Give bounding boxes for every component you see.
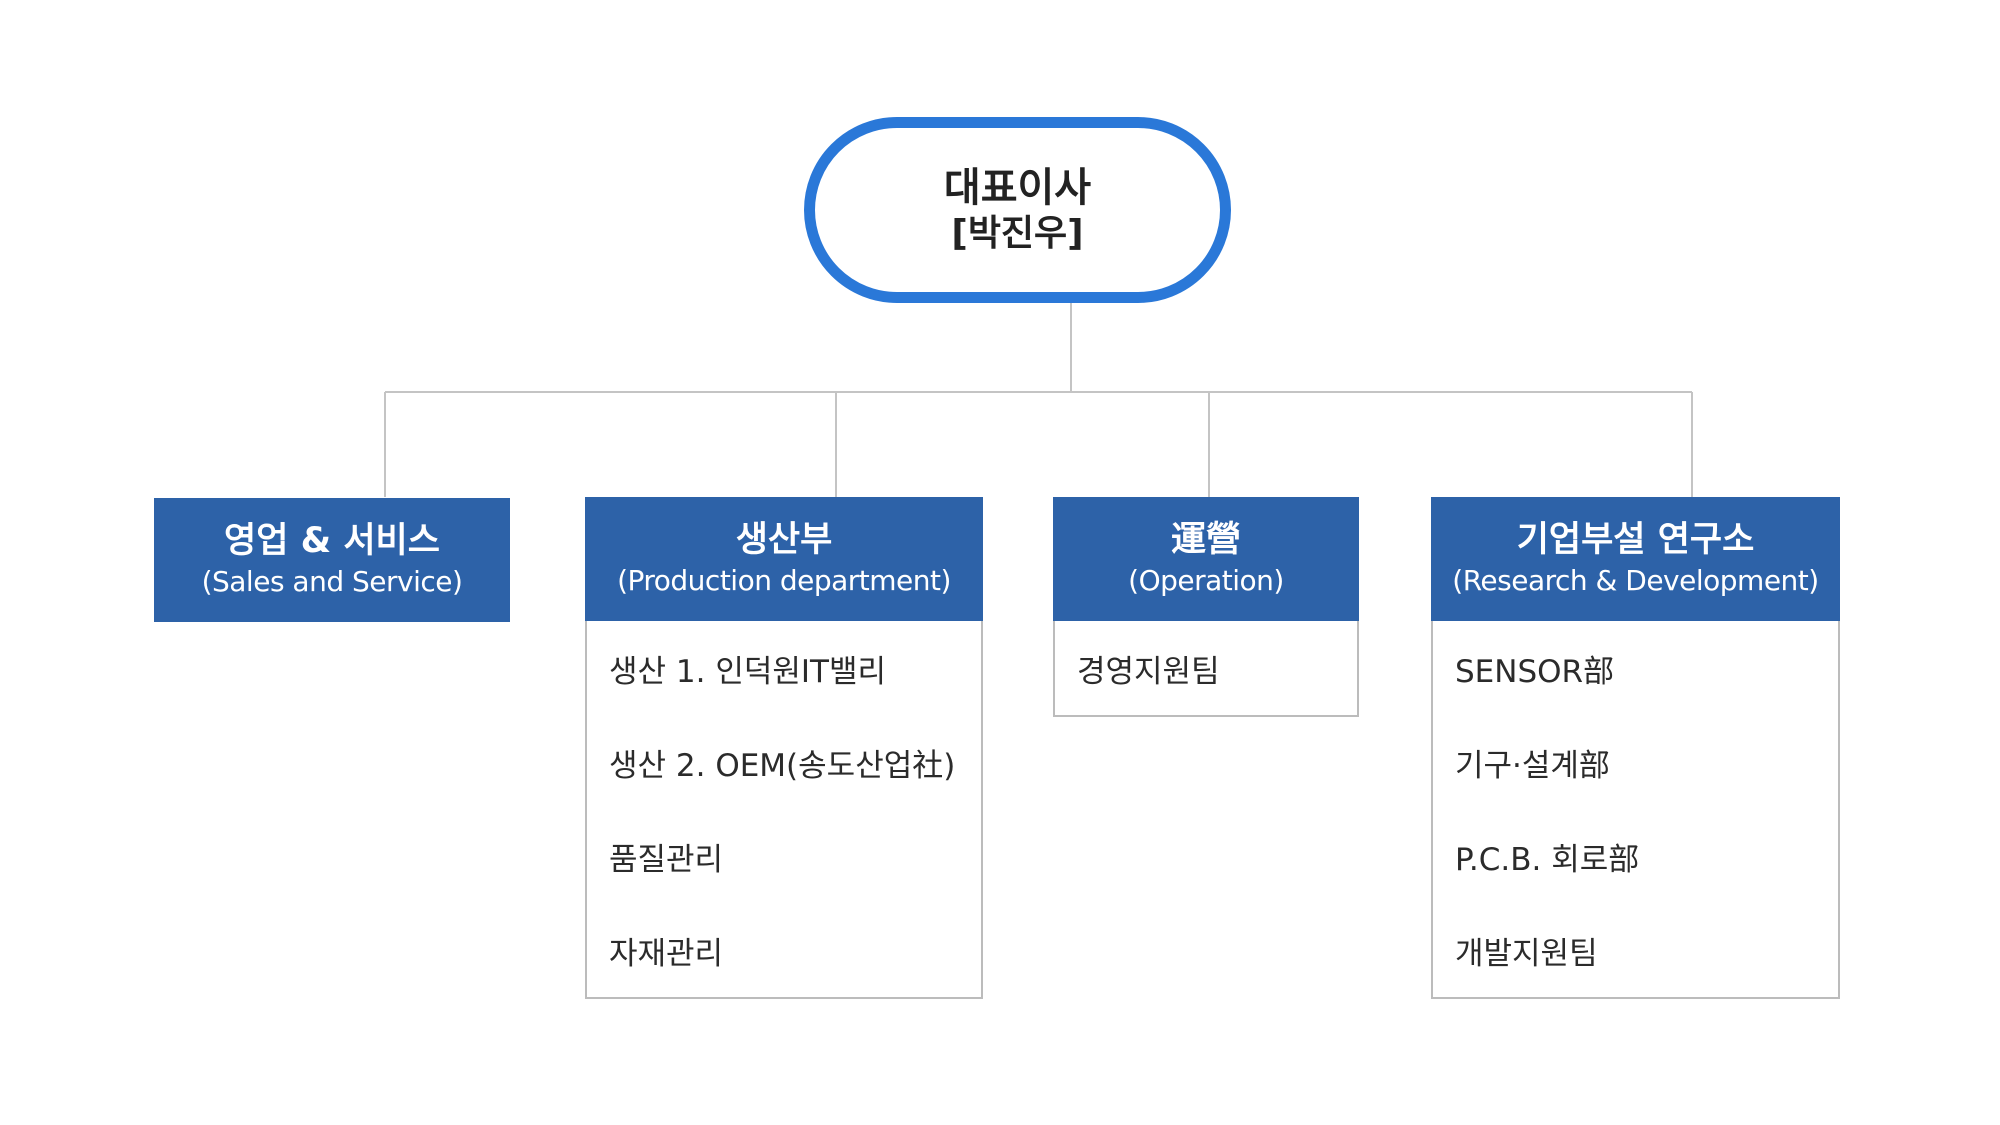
dept-sales: 영업 & 서비스 (Sales and Service) xyxy=(154,498,510,622)
ceo-node: 대표이사 [박진우] xyxy=(804,117,1231,303)
list-item: P.C.B. 회로部 xyxy=(1455,841,1640,878)
list-item: 품질관리 xyxy=(609,841,724,878)
dept-operation-list: 경영지원팀 xyxy=(1053,621,1359,717)
dept-sales-header: 영업 & 서비스 (Sales and Service) xyxy=(154,498,510,622)
dept-production-header: 생산부 (Production department) xyxy=(585,497,983,621)
dept-operation: 運營 (Operation) 경영지원팀 xyxy=(1053,497,1359,717)
list-item: 개발지원팀 xyxy=(1455,935,1598,972)
list-item: 자재관리 xyxy=(609,935,724,972)
list-item: SENSOR部 xyxy=(1455,653,1615,690)
ceo-name: [박진우] xyxy=(951,213,1084,254)
dept-production: 생산부 (Production department) 생산 1. 인덕원IT밸… xyxy=(585,497,983,999)
dept-rnd-name: 기업부설 연구소 xyxy=(1516,520,1755,560)
dept-production-name: 생산부 xyxy=(735,520,833,560)
dept-rnd-header: 기업부설 연구소 (Research & Development) xyxy=(1431,497,1840,621)
dept-sales-name: 영업 & 서비스 xyxy=(224,521,440,561)
list-item: 기구·설계部 xyxy=(1455,747,1610,784)
dept-production-list: 생산 1. 인덕원IT밸리 생산 2. OEM(송도산업社) 품질관리 자재관리 xyxy=(585,621,983,999)
dept-production-eng: (Production department) xyxy=(617,564,951,597)
dept-rnd-eng: (Research & Development) xyxy=(1452,564,1819,597)
dept-operation-header: 運營 (Operation) xyxy=(1053,497,1359,621)
dept-rnd-list: SENSOR部 기구·설계部 P.C.B. 회로部 개발지원팀 xyxy=(1431,621,1840,999)
list-item: 생산 2. OEM(송도산업社) xyxy=(609,747,956,784)
dept-operation-eng: (Operation) xyxy=(1128,564,1284,597)
ceo-title: 대표이사 xyxy=(943,165,1092,211)
dept-sales-eng: (Sales and Service) xyxy=(201,565,463,598)
list-item: 경영지원팀 xyxy=(1077,653,1220,690)
list-item: 생산 1. 인덕원IT밸리 xyxy=(609,653,887,690)
dept-rnd: 기업부설 연구소 (Research & Development) SENSOR… xyxy=(1431,497,1840,999)
dept-operation-name: 運營 xyxy=(1170,520,1241,560)
